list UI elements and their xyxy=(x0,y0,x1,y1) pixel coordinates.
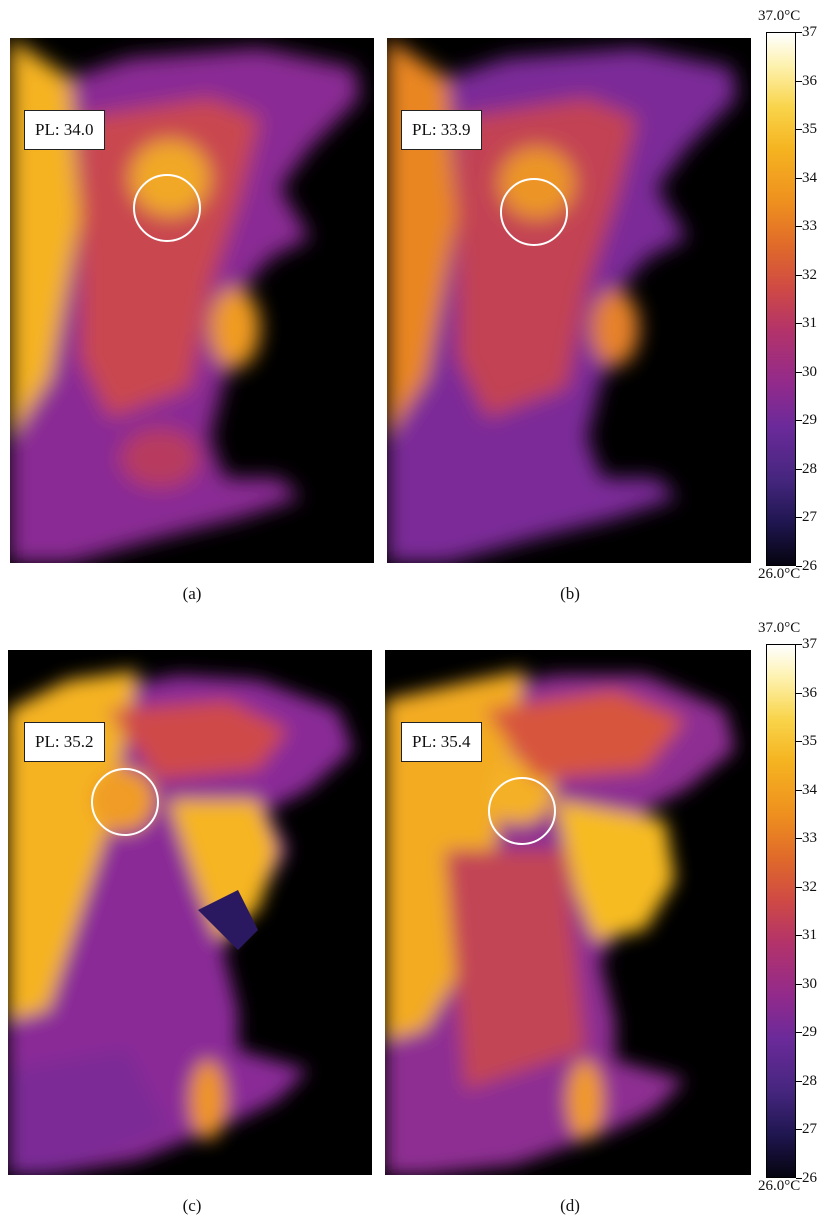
colorbar-tick-label: 32 xyxy=(802,266,817,283)
colorbar-tick xyxy=(796,517,802,519)
colorbar-tick-label: 32 xyxy=(802,878,817,895)
colorbar-tick xyxy=(796,80,802,82)
caption-d: (d) xyxy=(560,1196,580,1215)
colorbar-tick xyxy=(796,838,802,840)
colorbar-tick-label: 33 xyxy=(802,830,817,847)
colorbar-tick-label: 26 xyxy=(802,1170,817,1186)
colorbar-tick-label: 28 xyxy=(802,460,817,477)
colorbar-tick-label: 29 xyxy=(802,1024,817,1041)
colorbar-tick xyxy=(796,935,802,937)
colorbar-tick xyxy=(796,566,802,567)
colorbar-gradient xyxy=(766,644,796,1178)
colorbar-tick-label: 34 xyxy=(802,169,817,186)
colorbar-tick-label: 30 xyxy=(802,975,817,992)
colorbar-tick-label: 27 xyxy=(802,509,817,526)
colorbar-tick-label: 26 xyxy=(802,558,817,574)
pl-label: PL: 33.9 xyxy=(401,110,482,150)
colorbar-tick-label: 36 xyxy=(802,684,817,701)
colorbar-tick xyxy=(796,226,802,228)
colorbar-tick-label: 37 xyxy=(802,636,817,652)
colorbar-tick xyxy=(796,177,802,179)
colorbar-tick-label: 30 xyxy=(802,363,817,380)
temperature-colorbar: 37.0°C 26.0°C 37 36 35 34 33 32 31 30 29 28 27 26 xyxy=(758,8,840,603)
colorbar-tick xyxy=(796,1032,802,1034)
colorbar-tick-label: 37 xyxy=(802,24,817,40)
colorbar-max-label: 37.0°C xyxy=(758,620,801,636)
temperature-colorbar: 37.0°C 26.0°C 37 36 35 34 33 32 31 30 29 28 27 26 xyxy=(758,620,840,1220)
colorbar-tick xyxy=(796,741,802,743)
colorbar-tick-label: 35 xyxy=(802,733,817,750)
thermal-image-c: PL: 35.2 xyxy=(8,650,372,1175)
thermal-image-b: PL: 33.9 xyxy=(387,38,751,563)
thermal-image-a: PL: 34.0 xyxy=(10,38,374,563)
caption-c: (c) xyxy=(182,1196,202,1215)
colorbar-tick xyxy=(796,692,802,694)
pl-label: PL: 35.4 xyxy=(401,722,482,762)
colorbar-tick xyxy=(796,789,802,791)
colorbar-tick xyxy=(796,644,802,645)
colorbar-tick xyxy=(796,468,802,470)
colorbar-min-label: 26.0°C xyxy=(758,1178,801,1194)
colorbar-tick-label: 28 xyxy=(802,1072,817,1089)
colorbar-tick xyxy=(796,1080,802,1082)
colorbar-gradient xyxy=(766,32,796,566)
colorbar-tick-label: 27 xyxy=(802,1121,817,1138)
colorbar-tick xyxy=(796,983,802,985)
colorbar-tick xyxy=(796,420,802,422)
colorbar-tick xyxy=(796,371,802,373)
caption-b: (b) xyxy=(560,584,580,603)
colorbar-tick-label: 31 xyxy=(802,927,817,944)
colorbar-tick xyxy=(796,323,802,325)
measurement-circle xyxy=(91,768,159,836)
measurement-circle xyxy=(500,178,568,246)
measurement-circle xyxy=(488,777,556,845)
colorbar-max-label: 37.0°C xyxy=(758,8,801,24)
colorbar-tick-label: 36 xyxy=(802,72,817,89)
colorbar-tick xyxy=(796,129,802,131)
measurement-circle xyxy=(133,174,201,242)
pl-label: PL: 35.2 xyxy=(24,722,105,762)
colorbar-tick-label: 29 xyxy=(802,412,817,429)
colorbar-tick-label: 34 xyxy=(802,781,817,798)
colorbar-tick-label: 33 xyxy=(802,218,817,235)
pl-label: PL: 34.0 xyxy=(24,110,105,150)
caption-a: (a) xyxy=(182,584,202,603)
colorbar-tick xyxy=(796,274,802,276)
colorbar-tick-label: 35 xyxy=(802,121,817,138)
colorbar-tick xyxy=(796,32,802,33)
colorbar-tick xyxy=(796,1178,802,1179)
colorbar-tick xyxy=(796,886,802,888)
colorbar-tick xyxy=(796,1129,802,1131)
colorbar-min-label: 26.0°C xyxy=(758,566,801,582)
colorbar-tick-label: 31 xyxy=(802,315,817,332)
thermal-image-d: PL: 35.4 xyxy=(385,650,751,1175)
